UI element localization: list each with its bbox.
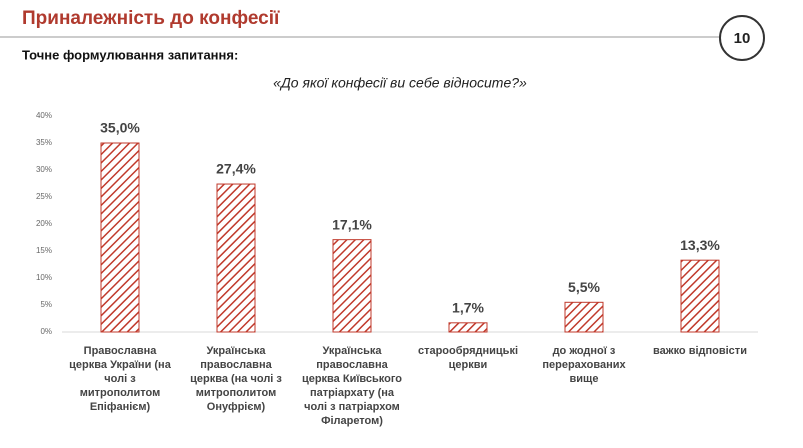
y-tick-label: 15% [36,246,52,255]
y-tick-label: 10% [36,273,52,282]
slide-title: Приналежність до конфесії [22,8,280,29]
x-tick-label: Українська православна церква Київського… [301,345,403,427]
bar [448,322,488,333]
value-label: 17,1% [332,216,372,232]
page-number: 10 [734,30,751,47]
question-intro: Точне формулювання запитання: [22,47,238,62]
y-tick-label: 5% [40,300,52,309]
y-tick-label: 30% [36,165,52,174]
value-label: 1,7% [452,300,484,316]
value-label: 5,5% [568,279,600,295]
value-label: 13,3% [680,237,720,253]
bar [100,142,140,333]
y-tick-label: 20% [36,219,52,228]
y-tick-label: 25% [36,192,52,201]
bar [216,183,256,333]
x-tick-label: важко відповісти [653,345,747,357]
bar [680,259,720,333]
y-tick-label: 0% [40,327,52,336]
x-tick-label: до жодної з перерахованих вище [542,345,626,385]
bar [332,239,372,333]
x-tick-label: старообрядницькі церкви [417,345,519,371]
value-label: 35,0% [100,120,140,136]
value-label: 27,4% [216,161,256,177]
page-badge [719,15,765,61]
bar [564,301,604,333]
y-tick-label: 35% [36,138,52,147]
question: «До якої конфесії ви себе відносите?» [273,75,527,91]
x-tick-label: Українська православна церква (на чолі з… [190,345,282,413]
y-tick-label: 40% [36,111,52,120]
x-tick-label: Православна церква України (на чолі з ми… [69,345,171,413]
